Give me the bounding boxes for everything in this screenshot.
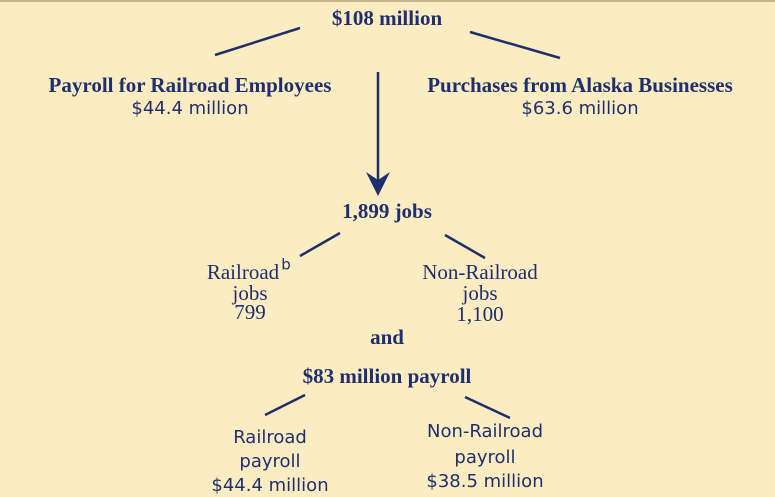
jobs-label: Non-Railroad [422, 260, 538, 284]
jobs-value: 1,100 [456, 302, 503, 326]
connector-line [469, 30, 561, 60]
spending-label: Payroll for Railroad Employees [49, 73, 332, 97]
connector-line [214, 26, 301, 57]
jobs-total: 1,899 jobs [342, 199, 432, 223]
connector-line [464, 395, 511, 420]
jobs-unit: jobs [461, 281, 497, 305]
connector-line [299, 231, 341, 258]
arrow-head [366, 172, 390, 196]
total: $108 million [332, 6, 443, 30]
payroll-value: $44.4 million [211, 475, 328, 496]
jobs-value: 799 [234, 300, 266, 324]
payroll-label: Railroad [233, 427, 307, 448]
jobs-unit: jobs [231, 281, 267, 305]
connector-line [444, 233, 486, 260]
jobs-label: Railroad [207, 260, 280, 284]
spending-amount: $44.4 million [131, 98, 248, 119]
connector-word: and [370, 325, 404, 349]
payroll-unit: payroll [454, 447, 515, 468]
spending-label: Purchases from Alaska Businesses [427, 73, 733, 97]
payroll-value: $38.5 million [426, 471, 543, 492]
connector-line [264, 393, 306, 417]
payroll-unit: payroll [239, 451, 300, 472]
top-border [0, 0, 775, 2]
spending-amount: $63.6 million [521, 98, 638, 119]
footnote-mark: b [281, 256, 291, 274]
payroll-label: Non-Railroad [427, 421, 543, 442]
payroll-total: $83 million payroll [303, 364, 472, 388]
